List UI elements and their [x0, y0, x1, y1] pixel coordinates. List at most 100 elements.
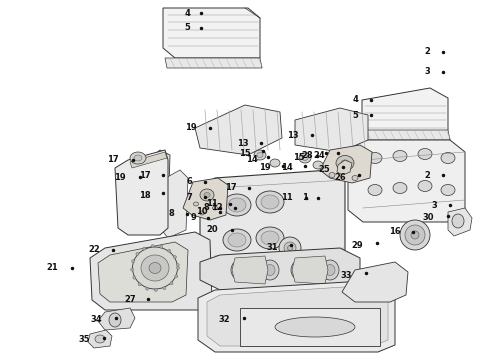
Text: 3: 3: [431, 201, 437, 210]
Ellipse shape: [163, 287, 166, 289]
Bar: [240, 308, 380, 346]
Ellipse shape: [132, 247, 177, 289]
Ellipse shape: [265, 265, 275, 275]
Ellipse shape: [130, 268, 134, 271]
Ellipse shape: [228, 198, 246, 212]
Ellipse shape: [170, 282, 173, 285]
Ellipse shape: [149, 262, 161, 274]
Ellipse shape: [336, 156, 354, 171]
Ellipse shape: [261, 231, 279, 245]
Ellipse shape: [256, 191, 284, 213]
Polygon shape: [142, 150, 170, 225]
Text: 27: 27: [124, 294, 136, 303]
Text: 19: 19: [114, 172, 126, 181]
Polygon shape: [183, 178, 228, 220]
Polygon shape: [115, 150, 168, 235]
Ellipse shape: [411, 231, 419, 239]
Polygon shape: [320, 145, 372, 183]
Text: 3: 3: [424, 68, 430, 77]
Polygon shape: [198, 280, 395, 352]
Ellipse shape: [405, 225, 425, 245]
Ellipse shape: [291, 260, 309, 280]
Ellipse shape: [136, 252, 139, 255]
Text: 15: 15: [239, 148, 251, 158]
Text: 17: 17: [139, 171, 151, 180]
Ellipse shape: [418, 180, 432, 192]
Ellipse shape: [302, 156, 308, 161]
Text: 19: 19: [185, 123, 197, 132]
Text: 1: 1: [302, 194, 308, 202]
Ellipse shape: [325, 265, 335, 275]
Ellipse shape: [299, 153, 311, 163]
Text: 5: 5: [184, 23, 190, 32]
Text: 9: 9: [190, 213, 196, 222]
Ellipse shape: [270, 159, 280, 167]
Text: 4: 4: [184, 9, 190, 18]
Polygon shape: [337, 160, 352, 175]
Ellipse shape: [284, 242, 296, 254]
Polygon shape: [292, 256, 328, 284]
Polygon shape: [448, 208, 472, 236]
Text: 4: 4: [352, 95, 358, 104]
Text: 12: 12: [211, 203, 223, 212]
Ellipse shape: [352, 175, 358, 180]
Text: 24: 24: [313, 150, 325, 159]
Text: 26: 26: [334, 172, 346, 181]
Text: 33: 33: [341, 270, 352, 279]
Ellipse shape: [154, 288, 157, 292]
Text: 8: 8: [203, 203, 209, 212]
Ellipse shape: [223, 229, 251, 251]
Polygon shape: [295, 108, 368, 152]
Ellipse shape: [175, 275, 178, 278]
Ellipse shape: [141, 255, 169, 281]
Text: 21: 21: [46, 264, 58, 273]
Polygon shape: [195, 105, 282, 155]
Ellipse shape: [368, 184, 382, 195]
Ellipse shape: [261, 260, 279, 280]
Text: 28: 28: [301, 150, 313, 159]
Polygon shape: [98, 242, 188, 302]
Text: 20: 20: [206, 225, 218, 234]
Ellipse shape: [213, 206, 218, 210]
Text: 18: 18: [139, 190, 151, 199]
Ellipse shape: [200, 189, 214, 201]
Ellipse shape: [288, 246, 293, 251]
Ellipse shape: [130, 152, 146, 164]
Ellipse shape: [176, 264, 179, 266]
Ellipse shape: [204, 193, 210, 198]
Ellipse shape: [261, 195, 279, 209]
Text: 7: 7: [186, 193, 192, 202]
Ellipse shape: [95, 335, 105, 343]
Ellipse shape: [109, 313, 121, 327]
Text: 15: 15: [293, 153, 305, 162]
Text: 31: 31: [267, 243, 278, 252]
Ellipse shape: [441, 153, 455, 163]
Text: 13: 13: [237, 139, 249, 148]
Polygon shape: [200, 170, 345, 268]
Ellipse shape: [223, 194, 251, 216]
Polygon shape: [200, 248, 360, 290]
Polygon shape: [98, 308, 135, 330]
Ellipse shape: [313, 161, 323, 169]
Text: 17: 17: [225, 184, 237, 193]
Text: 16: 16: [389, 228, 401, 237]
Ellipse shape: [341, 160, 349, 166]
Polygon shape: [363, 130, 450, 140]
Polygon shape: [342, 262, 408, 302]
Polygon shape: [88, 330, 112, 348]
Ellipse shape: [441, 184, 455, 195]
Text: 17: 17: [107, 156, 119, 165]
Ellipse shape: [418, 148, 432, 159]
Polygon shape: [232, 256, 268, 284]
Ellipse shape: [393, 183, 407, 194]
Text: 2: 2: [424, 48, 430, 57]
Text: 6: 6: [186, 177, 192, 186]
Ellipse shape: [321, 260, 339, 280]
Ellipse shape: [132, 260, 135, 263]
Ellipse shape: [279, 237, 301, 259]
Text: 13: 13: [287, 130, 299, 139]
Text: 14: 14: [281, 163, 293, 172]
Text: 14: 14: [246, 154, 258, 163]
Ellipse shape: [393, 150, 407, 162]
Ellipse shape: [231, 260, 249, 280]
